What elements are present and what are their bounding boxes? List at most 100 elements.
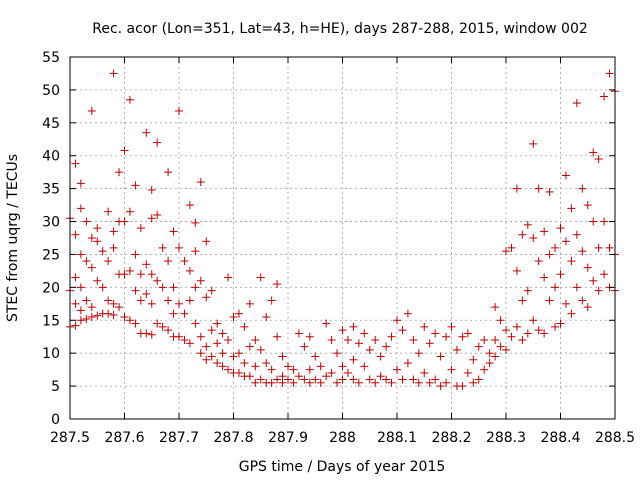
data-point bbox=[300, 375, 309, 384]
data-point bbox=[185, 296, 194, 305]
data-point bbox=[502, 247, 510, 256]
data-point bbox=[545, 187, 554, 196]
data-point bbox=[540, 329, 549, 338]
data-point bbox=[294, 329, 303, 338]
data-point bbox=[349, 322, 358, 331]
data-point bbox=[382, 375, 391, 384]
data-point bbox=[305, 365, 314, 374]
data-point bbox=[376, 372, 385, 381]
data-point bbox=[425, 339, 434, 348]
data-point bbox=[109, 299, 118, 308]
y-tick-label: 15 bbox=[42, 313, 60, 329]
data-point bbox=[93, 224, 102, 233]
data-point bbox=[463, 329, 472, 338]
data-point bbox=[169, 227, 178, 236]
data-point bbox=[589, 276, 598, 285]
y-tick-label: 20 bbox=[42, 280, 60, 296]
data-point bbox=[229, 312, 238, 321]
data-point bbox=[409, 375, 418, 384]
data-point bbox=[338, 362, 347, 371]
data-point bbox=[474, 342, 483, 351]
data-point bbox=[409, 336, 418, 345]
data-point bbox=[578, 184, 587, 193]
data-point bbox=[153, 138, 162, 147]
data-point bbox=[131, 319, 140, 328]
data-point bbox=[594, 286, 603, 295]
data-point bbox=[202, 237, 211, 246]
data-point bbox=[518, 336, 527, 345]
x-axis-label: GPS time / Days of year 2015 bbox=[239, 459, 446, 475]
data-point bbox=[93, 311, 102, 320]
data-point bbox=[458, 332, 467, 341]
data-point bbox=[76, 283, 85, 292]
data-point bbox=[567, 257, 576, 266]
x-tick-label: 288 bbox=[329, 430, 356, 446]
data-point bbox=[142, 128, 151, 137]
data-point bbox=[76, 179, 85, 188]
data-point bbox=[480, 365, 489, 374]
data-point bbox=[278, 352, 287, 361]
x-tick-label: 287.5 bbox=[50, 430, 90, 446]
data-point bbox=[251, 378, 260, 387]
data-point bbox=[98, 247, 107, 256]
data-point bbox=[512, 322, 521, 331]
data-point bbox=[572, 230, 581, 239]
data-point bbox=[147, 330, 156, 339]
data-point bbox=[273, 375, 282, 384]
data-point bbox=[403, 359, 412, 368]
data-point bbox=[436, 382, 445, 391]
data-point bbox=[365, 375, 374, 384]
data-point bbox=[594, 243, 603, 252]
data-point bbox=[414, 349, 423, 358]
data-point bbox=[436, 352, 445, 361]
data-point bbox=[469, 355, 478, 364]
data-point bbox=[567, 309, 576, 318]
data-point bbox=[164, 326, 173, 335]
data-point bbox=[311, 375, 320, 384]
data-point bbox=[605, 243, 614, 252]
data-point bbox=[245, 342, 254, 351]
data-point bbox=[131, 286, 140, 295]
data-point bbox=[540, 227, 549, 236]
data-point bbox=[589, 148, 598, 157]
data-point bbox=[600, 92, 609, 101]
data-point bbox=[76, 204, 85, 213]
data-point bbox=[164, 257, 173, 266]
data-point bbox=[502, 345, 510, 354]
data-point bbox=[147, 270, 156, 279]
data-point bbox=[104, 296, 113, 305]
data-point bbox=[147, 185, 156, 194]
data-point bbox=[76, 250, 85, 259]
data-point bbox=[87, 303, 96, 312]
data-point bbox=[349, 375, 358, 384]
data-point bbox=[191, 247, 200, 256]
data-point bbox=[120, 270, 129, 279]
x-axis-ticks: 287.5 287.6 287.7 287.8 287.9 288 288.1 288.2 28… bbox=[50, 57, 635, 446]
y-axis-label: STEC from uqrg / TECUs bbox=[5, 154, 21, 322]
data-point bbox=[420, 322, 429, 331]
y-tick-label: 30 bbox=[42, 215, 60, 231]
data-point bbox=[578, 296, 587, 305]
data-point bbox=[136, 270, 145, 279]
data-point bbox=[594, 155, 603, 164]
data-point bbox=[207, 326, 216, 335]
data-point bbox=[71, 321, 80, 330]
data-point bbox=[109, 243, 118, 252]
data-point bbox=[153, 276, 162, 285]
data-point bbox=[142, 329, 151, 338]
data-point bbox=[360, 362, 369, 371]
data-point bbox=[131, 181, 140, 190]
data-point bbox=[398, 326, 407, 335]
data-point bbox=[82, 217, 91, 226]
data-point bbox=[158, 243, 167, 252]
data-point bbox=[289, 365, 298, 374]
data-point bbox=[207, 352, 216, 361]
data-point bbox=[284, 362, 292, 371]
data-point bbox=[109, 69, 118, 78]
data-point bbox=[115, 303, 124, 312]
data-point bbox=[572, 283, 581, 292]
data-point bbox=[561, 171, 570, 180]
data-point bbox=[180, 257, 189, 266]
x-tick-label: 287.7 bbox=[159, 430, 199, 446]
